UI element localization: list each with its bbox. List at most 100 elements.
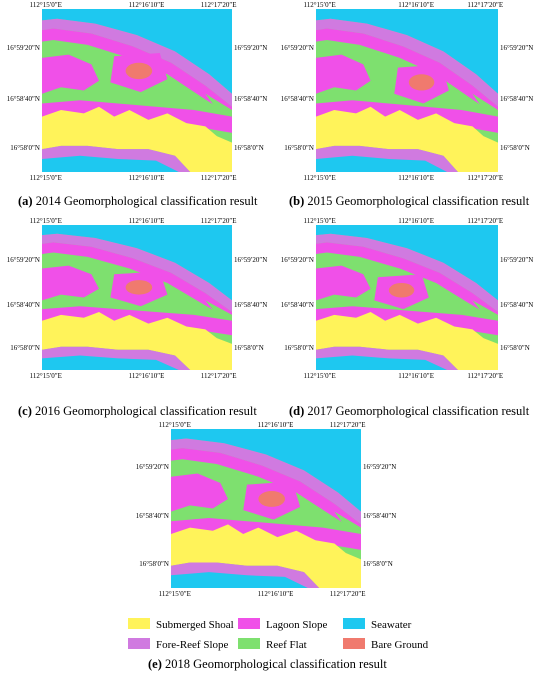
reef-flat-east [334, 511, 361, 534]
lagoon-slope-west [316, 54, 371, 94]
caption-text: 2017 Geomorphological classification res… [304, 404, 530, 418]
lon-tick-bottom: 112°15′0″E [303, 174, 336, 182]
submerged-shoal [171, 524, 361, 588]
legend-item-seawater: Seawater [343, 618, 411, 631]
caption-letter: (b) [289, 194, 305, 208]
legend-item-fore-reef-slope: Fore-Reef Slope [128, 638, 228, 651]
lon-tick-top: 112°15′0″E [303, 1, 336, 9]
lon-tick-top: 112°15′0″E [29, 217, 62, 225]
lon-tick-bottom: 112°16′10″E [398, 174, 434, 182]
fore-reef-slope-band [316, 18, 498, 107]
lat-tick-right: 16°58′40″N [363, 512, 397, 521]
bare-ground-patch [125, 62, 153, 80]
lon-tick-bottom: 112°17′20″E [467, 372, 504, 380]
reef-flat-east [205, 300, 232, 321]
submerged-shoal [42, 106, 232, 172]
map-panel-b [316, 9, 498, 172]
lon-tick-top: 112°17′20″E [329, 421, 366, 429]
lon-tick-top: 112°15′0″E [303, 217, 336, 225]
lon-tick-bottom: 112°17′20″E [467, 174, 504, 182]
lon-tick-bottom: 112°15′0″E [29, 174, 62, 182]
map-graphic [42, 225, 232, 370]
lat-tick-left: 16°58′0″N [284, 143, 314, 152]
legend-label: Seawater [371, 619, 412, 631]
lagoon-slope-west [171, 473, 228, 512]
lon-tick-bottom: 112°16′10″E [398, 372, 434, 380]
legend-swatch [128, 618, 150, 629]
lagoon-slope-band [42, 28, 232, 117]
lon-tick-bottom: 112°16′10″E [257, 590, 294, 598]
legend-item-submerged-shoal: Submerged Shoal [128, 618, 234, 631]
reef-flat-east [472, 300, 498, 321]
legend-swatch [343, 638, 365, 649]
caption-b: (b) 2015 Geomorphological classification… [289, 194, 529, 208]
lon-tick-top: 112°15′0″E [158, 421, 191, 429]
lagoon-slope-band [316, 242, 498, 321]
lon-tick-top: 112°16′10″E [398, 1, 434, 9]
legend-label: Fore-Reef Slope [156, 639, 229, 651]
seawater-south [42, 155, 179, 172]
seawater-south [316, 155, 448, 172]
lat-tick-left: 16°59′20″N [6, 44, 40, 53]
seawater-north [316, 225, 498, 301]
caption-a: (a) 2014 Geomorphological classification… [18, 194, 258, 208]
lat-tick-left: 16°58′40″N [280, 94, 314, 103]
lon-tick-top: 112°17′20″E [467, 217, 504, 225]
submerged-shoal [316, 106, 498, 172]
seawater-north [42, 9, 232, 94]
lat-tick-left: 16°59′20″N [6, 255, 40, 264]
legend-label: Submerged Shoal [156, 619, 234, 631]
reef-flat-east [205, 93, 232, 117]
legend-item-lagoon-slope: Lagoon Slope [238, 618, 327, 631]
map-graphic [316, 9, 498, 172]
legend-label: Lagoon Slope [266, 619, 328, 631]
lat-tick-right: 16°58′40″N [500, 300, 534, 309]
seawater-south [42, 355, 179, 370]
bare-ground-patch [258, 491, 285, 507]
seawater-north [316, 9, 498, 94]
lat-tick-left: 16°58′0″N [139, 560, 169, 569]
lon-tick-bottom: 112°17′20″E [200, 372, 237, 380]
map-graphic [316, 225, 498, 370]
lon-tick-bottom: 112°16′10″E [128, 174, 165, 182]
lon-tick-bottom: 112°15′0″E [29, 372, 62, 380]
lon-tick-top: 112°16′10″E [128, 217, 165, 225]
fore-reef-slope-band [171, 438, 361, 525]
lat-tick-left: 16°59′20″N [280, 255, 314, 264]
lat-tick-left: 16°59′20″N [135, 463, 169, 472]
lat-tick-right: 16°58′40″N [500, 94, 534, 103]
caption-e: (e) 2018 Geomorphological classification… [148, 657, 387, 671]
caption-letter: (e) [148, 657, 162, 671]
seawater-north [42, 225, 232, 301]
bare-ground-patch [408, 74, 435, 91]
seawater-north [171, 429, 361, 512]
map-panel-d [316, 225, 498, 370]
lat-tick-left: 16°58′0″N [10, 143, 40, 152]
lat-tick-right: 16°58′0″N [234, 344, 264, 353]
lat-tick-right: 16°59′20″N [500, 44, 534, 53]
legend-label: Reef Flat [266, 639, 307, 651]
seawater-south [171, 572, 308, 588]
lat-tick-right: 16°58′0″N [363, 560, 393, 569]
lagoon-slope-band [42, 242, 232, 321]
lat-tick-right: 16°58′40″N [234, 94, 268, 103]
lon-tick-bottom: 112°15′0″E [303, 372, 336, 380]
lat-tick-left: 16°58′40″N [6, 300, 40, 309]
lon-tick-bottom: 112°15′0″E [158, 590, 191, 598]
lon-tick-top: 112°16′10″E [128, 1, 165, 9]
lagoon-slope-west [42, 265, 99, 301]
lat-tick-left: 16°58′0″N [284, 344, 314, 353]
fore-reef-slope-band [316, 233, 498, 312]
lat-tick-left: 16°58′40″N [135, 512, 169, 521]
caption-letter: (d) [289, 404, 305, 418]
legend: Submerged Shoal Lagoon Slope Seawater Fo… [128, 618, 428, 651]
lat-tick-left: 16°59′20″N [280, 44, 314, 53]
caption-text: 2016 Geomorphological classification res… [31, 404, 257, 418]
lat-tick-left: 16°58′40″N [6, 94, 40, 103]
lat-tick-right: 16°59′20″N [500, 255, 534, 264]
caption-letter: (c) [18, 404, 32, 418]
submerged-shoal [316, 312, 498, 370]
lat-tick-right: 16°58′40″N [234, 300, 268, 309]
lat-tick-left: 16°58′40″N [280, 300, 314, 309]
seawater-south [316, 355, 448, 370]
